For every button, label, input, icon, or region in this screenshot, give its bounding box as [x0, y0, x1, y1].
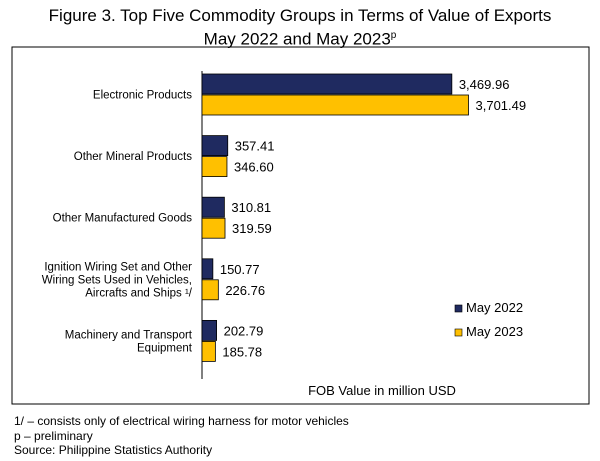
legend: May 2022 May 2023 — [454, 300, 523, 339]
data-label: 310.81 — [231, 200, 271, 215]
bar — [201, 279, 219, 301]
data-label: 202.79 — [224, 323, 264, 338]
data-label: 3,701.49 — [476, 98, 527, 113]
bar — [201, 94, 469, 116]
category-label: Wiring Sets Used in Vehicles, — [42, 274, 192, 286]
x-axis-label: FOB Value in million USD — [308, 383, 456, 398]
bars-group: Electronic Products 3,469.96 3,701.49 Other… — [42, 73, 527, 362]
category-label: Ignition Wiring Set and Other — [44, 261, 192, 273]
bar — [201, 196, 225, 218]
category-label: Aircrafts and Ships ¹/ — [85, 287, 193, 299]
data-label: 3,469.96 — [459, 77, 510, 92]
bar — [201, 156, 228, 178]
category-label: Equipment — [137, 342, 193, 354]
data-label: 319.59 — [232, 221, 272, 236]
category-label: Machinery and Transport — [65, 329, 193, 341]
footnote-wiring: 1/ – consists only of electrical wiring … — [14, 414, 349, 428]
chart-border — [11, 46, 590, 405]
bar — [201, 340, 216, 362]
footnotes: 1/ – consists only of electrical wiring … — [14, 414, 349, 458]
chart-title: Figure 3. Top Five Commodity Groups in T… — [0, 6, 600, 50]
legend-swatch — [454, 328, 463, 337]
data-label: 226.76 — [225, 283, 265, 298]
legend-label: May 2023 — [466, 324, 523, 339]
footnote-source: Source: Philippine Statistics Authority — [14, 443, 213, 457]
category-label: Other Mineral Products — [74, 151, 192, 163]
bar — [201, 258, 214, 280]
preliminary-mark: p — [390, 30, 397, 41]
bar — [201, 135, 229, 157]
legend-label: May 2022 — [466, 300, 523, 315]
bar — [201, 217, 226, 239]
data-label: 357.41 — [235, 139, 275, 154]
chart-title-line2: May 2022 and May 2023p — [0, 26, 600, 50]
category-label: Electronic Products — [93, 90, 192, 102]
chart-title-period: May 2022 and May 2023 — [203, 29, 391, 49]
chart-title-line1: Figure 3. Top Five Commodity Groups in T… — [48, 6, 552, 25]
bar — [201, 319, 218, 341]
legend-swatch — [454, 304, 463, 313]
bar — [201, 73, 453, 95]
category-label: Other Manufactured Goods — [53, 213, 193, 225]
data-label: 150.77 — [220, 262, 260, 277]
data-label: 185.78 — [222, 344, 262, 359]
data-label: 346.60 — [234, 160, 274, 175]
footnote-preliminary: p – preliminary — [14, 428, 93, 443]
